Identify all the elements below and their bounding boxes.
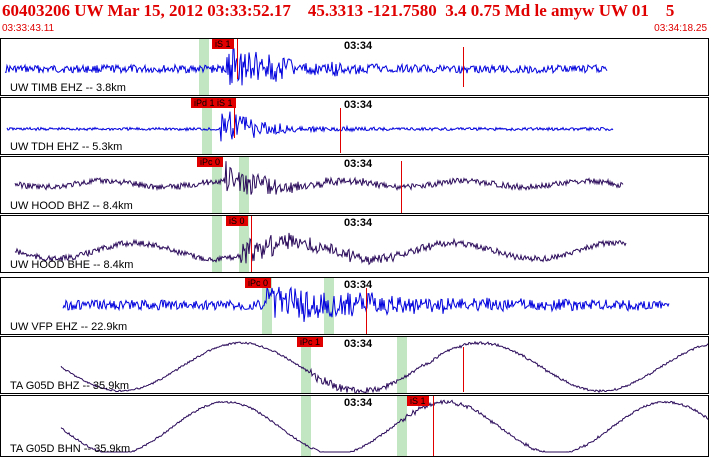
pick-tag[interactable]: iPc 1: [297, 337, 324, 347]
pick-tag[interactable]: iPc 0: [245, 278, 272, 288]
waveform-tdh-ehz: [6, 111, 614, 142]
trace-panel-vfp-ehz[interactable]: iPc 0 03:34 UW VFP EHZ -- 22.9km: [0, 277, 709, 335]
time-tick-label: 03:34: [344, 279, 373, 291]
trace-panel-tdh-ehz[interactable]: iPd 1 iS 1 03:34 UW TDH EHZ -- 5.3km: [0, 97, 709, 155]
time-tick-label: 03:34: [344, 158, 373, 170]
trace-panel-timb-ehz[interactable]: iS 1 03:34 UW TIMB EHZ -- 3.8km: [0, 38, 709, 96]
time-tick-label: 03:34: [344, 338, 373, 350]
station-label: UW TIMB EHZ -- 3.8km: [10, 82, 126, 94]
trace-panel-g05d-bhz[interactable]: iPc 1 03:34 TA G05D BHZ -- 35.9km: [0, 336, 709, 394]
pick-tag[interactable]: iS 1: [407, 396, 429, 406]
window-start-time: 03:33:43.11: [2, 23, 55, 34]
waveform-line: [4, 47, 608, 86]
waveform-line: [14, 232, 627, 266]
p-window-shade: [301, 337, 311, 393]
station-label: UW VFP EHZ -- 22.9km: [10, 321, 128, 333]
pick-tag[interactable]: iPc 0: [197, 157, 224, 167]
pick-tag[interactable]: iS 1: [214, 98, 236, 108]
pick-marker[interactable]: [463, 347, 464, 392]
pick-marker[interactable]: [251, 216, 252, 272]
s-window-shade: [324, 278, 334, 334]
station-label: TA G05D BHZ -- 35.9km: [10, 380, 129, 392]
window-end-time: 03:34:18.25: [654, 23, 707, 34]
waveform-line: [60, 340, 708, 393]
pick-marker[interactable]: [237, 39, 238, 79]
s-window-shade: [239, 216, 249, 272]
time-tick-label: 03:34: [344, 397, 373, 409]
station-label: TA G05D BHN -- 35.9km: [10, 443, 131, 455]
trace-panel-g05d-bhn[interactable]: iS 1 03:34 TA G05D BHN -- 35.9km: [0, 395, 709, 457]
station-label: UW TDH EHZ -- 5.3km: [10, 141, 123, 153]
trace-panel-hood-bhe[interactable]: iS 0 03:34 UW HOOD BHE -- 8.4km: [0, 215, 709, 273]
pick-marker[interactable]: [401, 161, 402, 213]
pick-marker[interactable]: [234, 98, 235, 138]
p-window-shade: [262, 278, 272, 334]
pick-marker[interactable]: [433, 396, 434, 456]
p-window-shade: [212, 157, 222, 213]
waveform-g05d-bhn: [60, 399, 708, 453]
p-window-shade: [301, 396, 311, 456]
waveform-timb-ehz: [4, 47, 608, 86]
pick-tag[interactable]: iPd 1: [191, 98, 218, 108]
pick-marker[interactable]: [340, 108, 341, 153]
p-window-shade: [212, 216, 222, 272]
p-window-shade: [199, 39, 209, 95]
station-label: UW HOOD BHE -- 8.4km: [10, 259, 134, 271]
pick-marker[interactable]: [366, 288, 367, 334]
event-header: 60403206 UW Mar 15, 2012 03:33:52.17 45.…: [2, 1, 675, 20]
waveform-hood-bhe: [14, 232, 627, 266]
waveform-g05d-bhz: [60, 340, 708, 393]
time-tick-label: 03:34: [344, 99, 373, 111]
station-label: UW HOOD BHZ -- 8.4km: [10, 200, 133, 212]
time-tick-label: 03:34: [344, 40, 373, 52]
time-tick-label: 03:34: [344, 217, 373, 229]
s-window-shade: [397, 396, 407, 456]
trace-panel-hood-bhz[interactable]: iPc 0 03:34 UW HOOD BHZ -- 8.4km: [0, 156, 709, 214]
waveform-line: [60, 399, 708, 453]
waveform-hood-bhz: [14, 161, 624, 195]
pick-tag[interactable]: iS 1: [212, 39, 234, 49]
pick-marker[interactable]: [463, 47, 464, 87]
pick-tag[interactable]: iS 0: [226, 216, 248, 226]
waveform-line: [6, 111, 614, 142]
s-window-shade: [397, 337, 407, 393]
waveform-line: [14, 161, 624, 195]
p-window-shade: [202, 98, 212, 154]
